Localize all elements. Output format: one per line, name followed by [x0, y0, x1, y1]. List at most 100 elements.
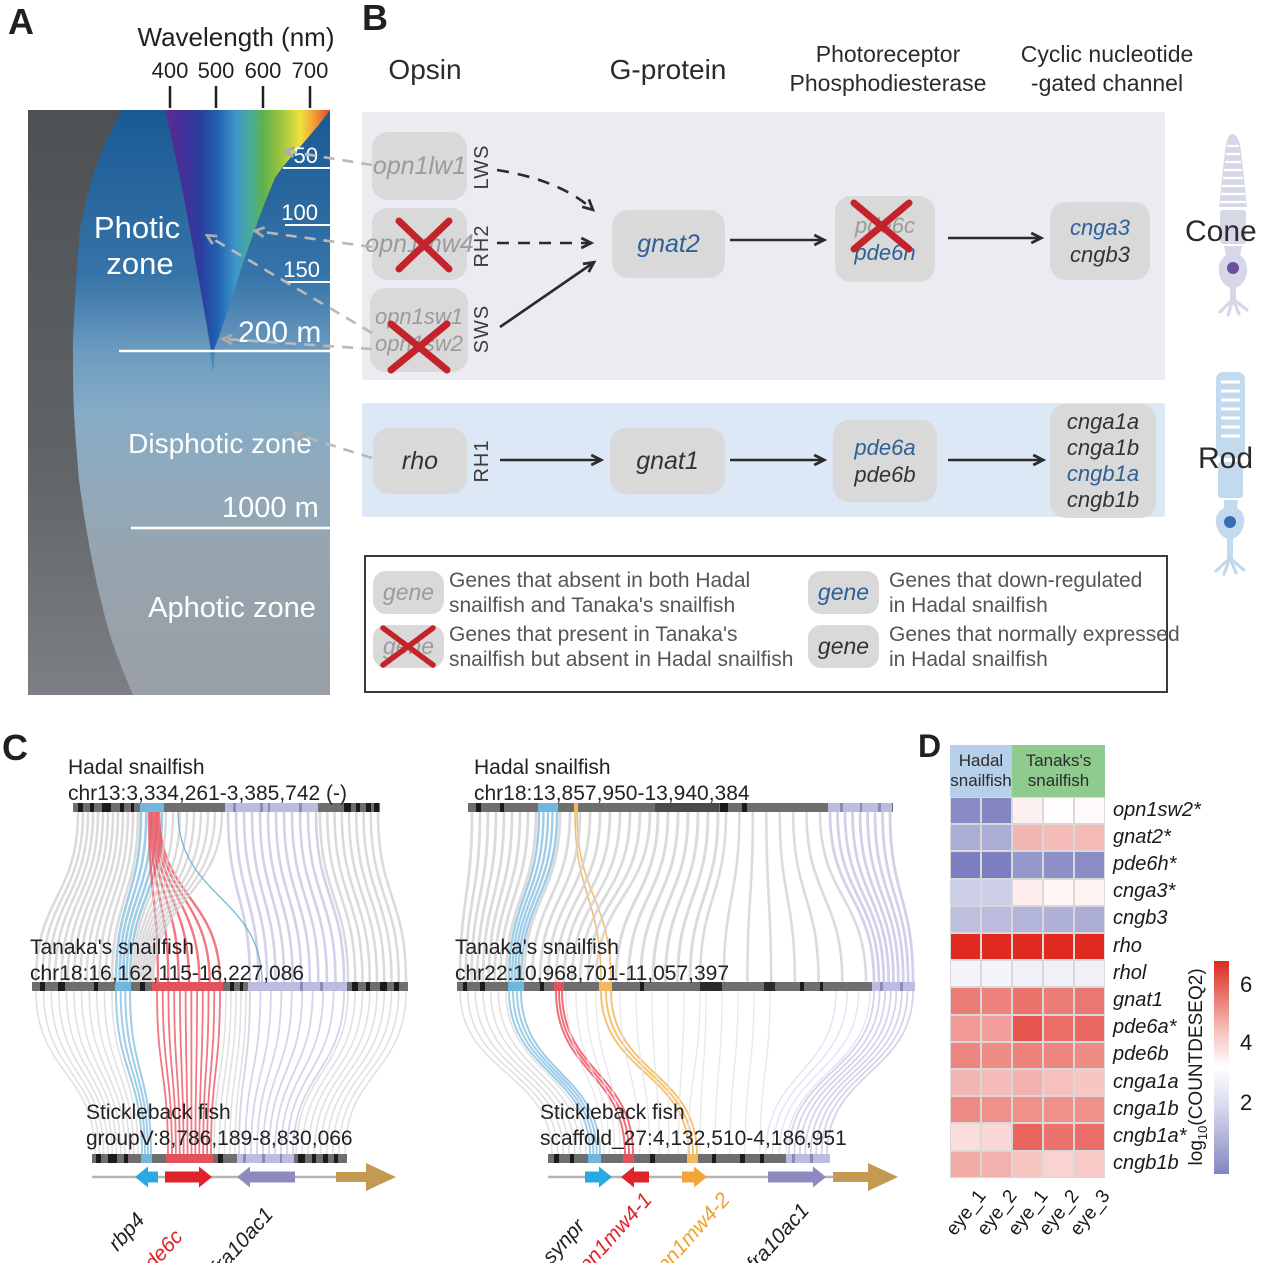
chromosome-tick	[218, 1154, 223, 1163]
heatmap-cell	[950, 1069, 981, 1097]
heatmap-cell	[1043, 797, 1074, 825]
heatmap-cell	[1043, 851, 1074, 879]
panel-b-label: B	[362, 0, 388, 38]
colorbar-label-log: log	[1186, 1140, 1208, 1166]
chromosome-tick	[840, 803, 843, 812]
gene-arrow	[135, 1166, 158, 1188]
chromosome-tick	[298, 1154, 305, 1163]
heatmap-cell	[1012, 1041, 1043, 1069]
heatmap-row-label: cnga1b	[1113, 1097, 1179, 1120]
heatmap-cell	[1043, 824, 1074, 852]
chromosome-tick	[860, 803, 862, 812]
heatmap-cell	[1043, 878, 1074, 906]
right-sp2-coords: chr22:10,968,701-11,057,397	[455, 962, 730, 985]
group-hadal-line1: Hadal	[958, 751, 1004, 770]
chromosome-tick	[320, 982, 323, 991]
rod-nucleus	[1224, 516, 1236, 528]
heatmap-cell	[1043, 905, 1074, 933]
gene-opn1sw2: opn1sw2	[374, 331, 464, 356]
chromosome-tick	[366, 803, 371, 812]
synteny-ribbon	[325, 811, 357, 983]
heatmap-row-label: pde6a*	[1113, 1016, 1177, 1039]
heatmap-cell	[950, 1014, 981, 1042]
chromosome-tick	[792, 1154, 795, 1163]
synteny-ribbon	[866, 811, 900, 983]
chromosome-tick	[323, 1154, 328, 1163]
heatmap-group-tanaka: Tanaks's snailfish	[1012, 745, 1105, 797]
header-gprotein: G-protein	[609, 54, 727, 85]
gene-gnat2: gnat2	[637, 230, 700, 258]
pigment-rh2: RH2	[471, 224, 493, 268]
synteny-right-species3: Stickleback fish scaffold_27:4,132,510-4…	[540, 1100, 847, 1152]
heatmap-cell	[1043, 1069, 1074, 1097]
legend-text-down-2: in Hadal snailfish	[889, 594, 1048, 617]
heatmap-cell	[981, 878, 1012, 906]
heatmap-cell	[981, 797, 1012, 825]
heatmap-cell	[950, 1123, 981, 1151]
heatmap-cell	[950, 1041, 981, 1069]
header-opsin: Opsin	[388, 54, 462, 85]
pigment-lws: LWS	[471, 144, 493, 190]
gene-cnga1b: cnga1b	[1066, 435, 1140, 460]
header-cng-line1: Cyclic nucleotide	[1020, 41, 1194, 67]
header-cng: Cyclic nucleotide -gated channel	[998, 40, 1216, 98]
chromosome-segment	[166, 1154, 213, 1163]
heatmap-cell	[1012, 987, 1043, 1015]
gene-arrow	[237, 1166, 295, 1188]
zone-photic-line1: Photic	[93, 210, 181, 245]
heatmap-cell	[981, 987, 1012, 1015]
chromosome-tick	[124, 1154, 128, 1163]
heatmap-row-label: cnga1a	[1113, 1070, 1179, 1093]
panel-a-label: A	[8, 1, 34, 42]
colorbar	[1214, 961, 1229, 1174]
synteny-ribbon	[881, 811, 910, 983]
heatmap-row-label: gnat2*	[1113, 825, 1171, 848]
heatmap-cell	[1074, 960, 1105, 988]
heatmap-row-label: pde6b	[1113, 1043, 1169, 1066]
synteny-ribbon	[376, 811, 408, 983]
gene-arrow	[768, 1166, 826, 1188]
chromosome-tick	[108, 1154, 117, 1163]
right-sp3-coords: scaffold_27:4,132,510-4,186,951	[540, 1127, 847, 1150]
gene-cngb3: cngb3	[1070, 242, 1130, 267]
chromosome-tick	[380, 982, 387, 991]
heatmap-cell	[1012, 1150, 1043, 1178]
heatmap-row-label: cngb3	[1113, 907, 1168, 930]
heatmap-cell	[981, 933, 1012, 961]
legend-box	[364, 555, 1168, 693]
heatmap-cell	[1043, 1014, 1074, 1042]
left-sp3-name: Stickleback fish	[86, 1101, 231, 1124]
heatmap-row-label: cngb1a*	[1113, 1125, 1187, 1147]
chromosome-tick	[334, 1154, 338, 1163]
gene-label-rbp4: rbp4	[104, 1208, 150, 1256]
heatmap-row-label: gnat1	[1113, 989, 1164, 1011]
depth-150: 150	[283, 257, 320, 282]
heatmap-cell	[1043, 933, 1074, 961]
gene-arrow	[621, 1166, 649, 1188]
heatmap-cell	[950, 905, 981, 933]
gene-gnat1: gnat1	[636, 447, 699, 475]
gene-arrow	[682, 1166, 707, 1188]
colorbar-label-sub: 10	[1194, 1125, 1210, 1141]
chromosome-segment	[237, 1154, 294, 1163]
zone-photic-line2: zone	[106, 246, 174, 281]
synteny-ribbon	[333, 811, 364, 983]
legend-text-normal-2: in Hadal snailfish	[889, 648, 1048, 671]
synteny-ribbon	[843, 811, 886, 983]
chromosome-bar	[92, 1154, 347, 1163]
heatmap-cell	[950, 960, 981, 988]
synteny-ribbon	[340, 811, 372, 983]
depth-connector-arrows	[208, 151, 373, 460]
synteny-ribbon	[344, 990, 407, 1155]
header-pde: Photoreceptor Phosphodiesterase	[788, 40, 988, 98]
synteny-ribbon	[318, 811, 350, 983]
gene-box-opn1sw: opn1sw1 opn1sw2	[370, 288, 468, 372]
header-pde-line2: Phosphodiesterase	[789, 70, 987, 96]
chromosome-tick	[366, 982, 370, 991]
chromosome-tick	[243, 1154, 246, 1163]
synteny-ribbon	[818, 811, 868, 983]
synteny-left-species3: Stickleback fish groupV:8,786,189-8,830,…	[86, 1100, 353, 1152]
heatmap-cell	[1074, 1041, 1105, 1069]
heatmap-cell	[1043, 1150, 1074, 1178]
